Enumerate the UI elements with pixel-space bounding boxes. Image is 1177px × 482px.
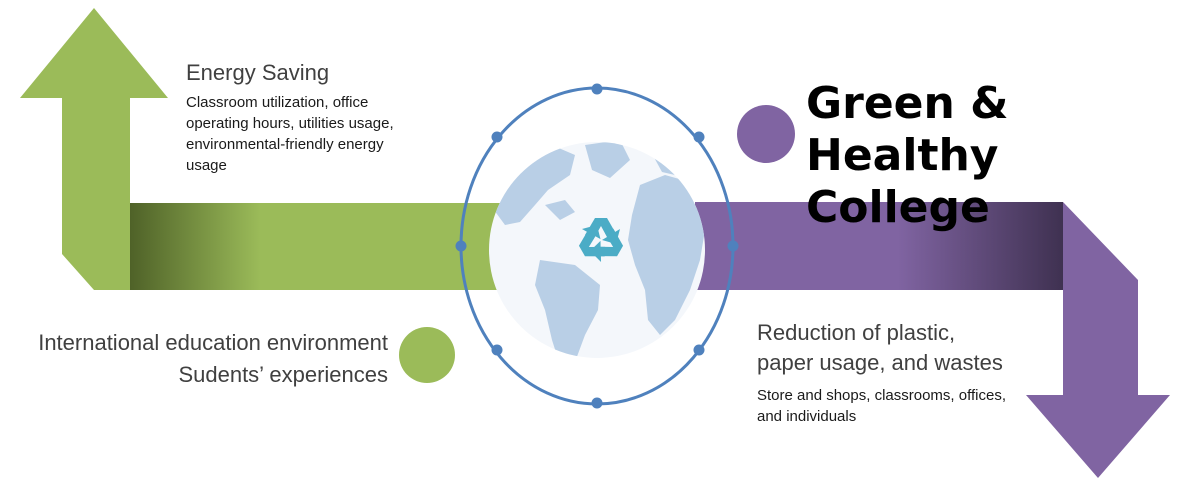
energy-saving-heading: Energy Saving [186, 60, 330, 85]
reduction-detail-line: and individuals [757, 408, 857, 425]
recycle-icon [578, 218, 624, 262]
energy-detail-line: Classroom utilization, office [186, 94, 369, 111]
energy-saving-details: Classroom utilization, office operating … [186, 92, 394, 176]
international-line: Sudents’ experiences [178, 362, 388, 387]
title-line-1: Green & Healthy [806, 78, 1009, 181]
energy-detail-line: operating hours, utilities usage, [186, 115, 394, 132]
international-block: International education environment Sude… [38, 327, 388, 391]
international-line: International education environment [38, 330, 388, 355]
reduction-details: Store and shops, classrooms, offices, an… [757, 385, 1006, 427]
reduction-heading-line: Reduction of plastic, [757, 320, 956, 345]
diagram-title: Green & Healthy College [806, 78, 1177, 234]
title-line-2: College [806, 182, 990, 233]
green-up-arrow [20, 8, 502, 290]
purple-down-arrow [695, 202, 1170, 478]
energy-detail-line: usage [186, 157, 227, 174]
green-bullet [399, 327, 455, 383]
reduction-heading-line: paper usage, and wastes [757, 350, 1003, 375]
reduction-detail-line: Store and shops, classrooms, offices, [757, 387, 1007, 404]
energy-detail-line: environmental-friendly energy [186, 136, 384, 153]
purple-bullet [737, 105, 795, 163]
globe-orbit-ring [455, 83, 739, 409]
reduction-heading: Reduction of plastic, paper usage, and w… [757, 318, 1003, 378]
